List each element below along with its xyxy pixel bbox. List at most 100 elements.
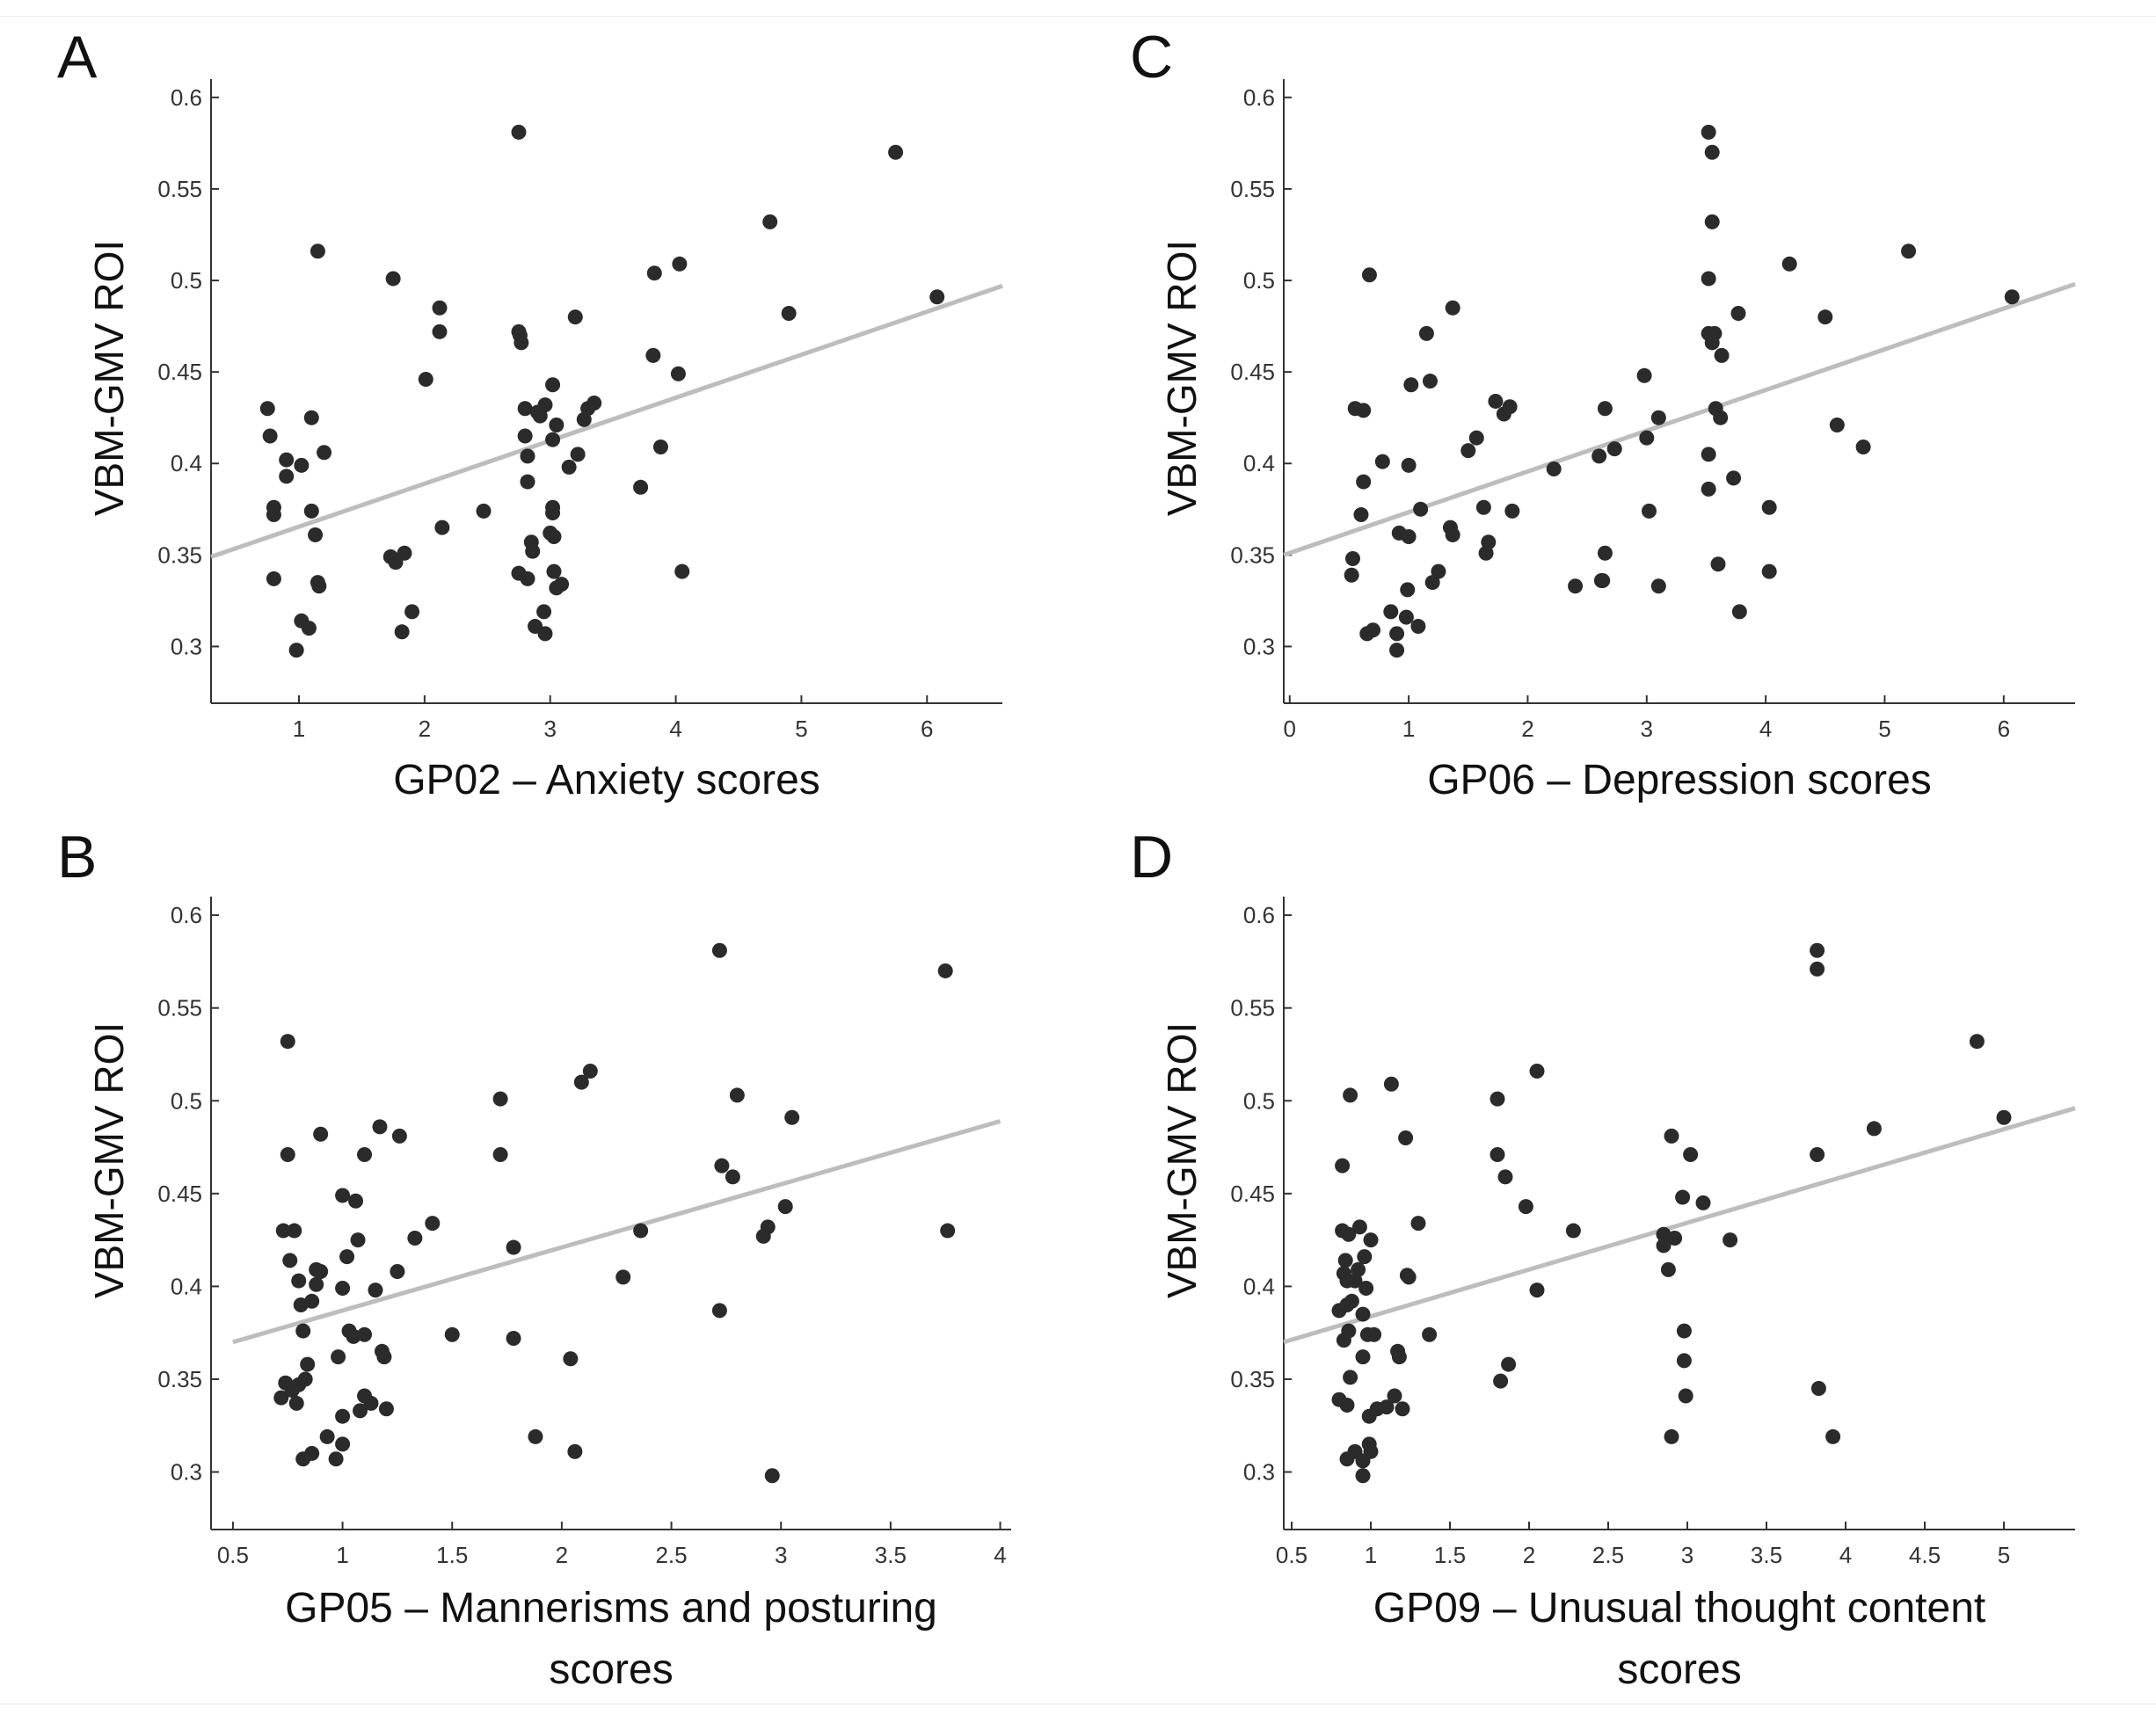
data-point bbox=[1504, 503, 1520, 519]
data-point bbox=[1431, 563, 1446, 579]
y-tick-label: 0.35 bbox=[157, 541, 202, 568]
data-point bbox=[303, 503, 319, 519]
data-point bbox=[1650, 578, 1666, 594]
data-point bbox=[1341, 1226, 1357, 1242]
data-point bbox=[444, 1326, 460, 1342]
data-point bbox=[279, 469, 295, 484]
data-point bbox=[1501, 1356, 1517, 1372]
y-tick-label: 0.3 bbox=[1243, 633, 1275, 659]
data-point bbox=[536, 604, 552, 620]
data-point bbox=[1475, 499, 1491, 515]
x-tick-label: 2 bbox=[1523, 1542, 1535, 1568]
data-point bbox=[425, 1216, 441, 1232]
data-point bbox=[313, 1126, 329, 1142]
data-point bbox=[567, 1443, 583, 1459]
data-point bbox=[1730, 306, 1746, 322]
data-point bbox=[573, 1074, 589, 1090]
y-axis-label: VBM-GMV ROI bbox=[1159, 1022, 1205, 1298]
y-axis-label: VBM-GMV ROI bbox=[1159, 240, 1205, 516]
data-point bbox=[294, 457, 310, 473]
data-point bbox=[385, 271, 401, 287]
data-point bbox=[309, 1276, 324, 1292]
data-point bbox=[1387, 1388, 1402, 1404]
data-point bbox=[1676, 1323, 1692, 1339]
data-point bbox=[554, 577, 570, 592]
y-tick-label: 0.55 bbox=[1230, 176, 1275, 202]
y-tick-label: 0.6 bbox=[1243, 84, 1275, 111]
data-point bbox=[1410, 619, 1426, 635]
data-point bbox=[1595, 572, 1611, 588]
data-point bbox=[391, 1128, 407, 1144]
data-point bbox=[537, 397, 553, 413]
data-point bbox=[1969, 1034, 1985, 1050]
data-point bbox=[1344, 1293, 1359, 1309]
x-tick-label: 3.5 bbox=[875, 1542, 907, 1568]
data-point bbox=[545, 432, 561, 447]
data-point bbox=[1493, 1373, 1509, 1389]
y-tick-label: 0.35 bbox=[157, 1366, 202, 1392]
data-point bbox=[674, 563, 690, 579]
data-point bbox=[1675, 1189, 1691, 1205]
data-point bbox=[1356, 403, 1372, 418]
data-point bbox=[528, 1428, 543, 1444]
y-tick-label: 0.45 bbox=[157, 359, 202, 385]
y-tick-label: 0.5 bbox=[1243, 1087, 1275, 1114]
data-point bbox=[308, 527, 324, 542]
data-point bbox=[1445, 527, 1460, 542]
x-tick-label: 2 bbox=[556, 1542, 568, 1568]
data-point bbox=[1723, 1232, 1738, 1248]
data-point bbox=[372, 1119, 388, 1135]
data-point bbox=[777, 1199, 793, 1215]
x-axis-label: GP05 – Mannerisms and posturing bbox=[285, 1585, 937, 1631]
data-point bbox=[404, 604, 420, 620]
data-point bbox=[1490, 1146, 1505, 1162]
data-point bbox=[1413, 501, 1429, 517]
data-point bbox=[1855, 440, 1871, 455]
data-point bbox=[537, 626, 553, 642]
data-point bbox=[1676, 1353, 1692, 1369]
x-tick-label: 2.5 bbox=[1592, 1542, 1624, 1568]
x-tick-label: 1 bbox=[1402, 716, 1415, 742]
data-point bbox=[1817, 309, 1833, 325]
x-tick-label: 2 bbox=[1521, 716, 1533, 742]
data-point bbox=[1656, 1238, 1672, 1254]
data-point bbox=[714, 1158, 730, 1174]
data-point bbox=[394, 624, 410, 640]
data-point bbox=[1358, 1281, 1374, 1297]
data-point bbox=[1422, 1326, 1438, 1342]
data-point bbox=[1701, 447, 1716, 462]
data-point bbox=[781, 306, 797, 322]
y-tick-label: 0.5 bbox=[171, 1087, 202, 1114]
data-point bbox=[652, 440, 668, 455]
data-point bbox=[1398, 1130, 1414, 1145]
data-point bbox=[313, 1264, 329, 1280]
panel-letter: C bbox=[1130, 24, 1173, 91]
x-tick-label: 1.5 bbox=[1434, 1542, 1466, 1568]
data-point bbox=[762, 214, 778, 229]
data-point bbox=[434, 520, 450, 535]
data-point bbox=[1401, 457, 1417, 473]
data-point bbox=[1761, 563, 1777, 579]
data-point bbox=[319, 1428, 335, 1444]
data-point bbox=[1639, 430, 1655, 446]
data-point bbox=[1374, 454, 1390, 469]
data-point bbox=[1355, 1349, 1371, 1365]
x-tick-label: 0 bbox=[1284, 716, 1296, 742]
data-point bbox=[1701, 271, 1716, 287]
data-point bbox=[303, 410, 319, 425]
x-tick-label: 3.5 bbox=[1751, 1542, 1782, 1568]
data-point bbox=[582, 1063, 598, 1079]
data-point bbox=[645, 347, 661, 363]
y-tick-label: 0.4 bbox=[1243, 450, 1275, 476]
data-point bbox=[570, 447, 586, 462]
data-point bbox=[363, 1395, 379, 1411]
data-point bbox=[1355, 1306, 1371, 1322]
y-tick-label: 0.45 bbox=[157, 1181, 202, 1207]
data-point bbox=[937, 963, 953, 978]
x-tick-label: 3 bbox=[1641, 716, 1653, 742]
data-point bbox=[368, 1283, 383, 1298]
data-point bbox=[711, 1303, 727, 1319]
data-point bbox=[1529, 1063, 1545, 1079]
data-point bbox=[760, 1219, 776, 1235]
y-tick-label: 0.45 bbox=[1230, 359, 1275, 385]
